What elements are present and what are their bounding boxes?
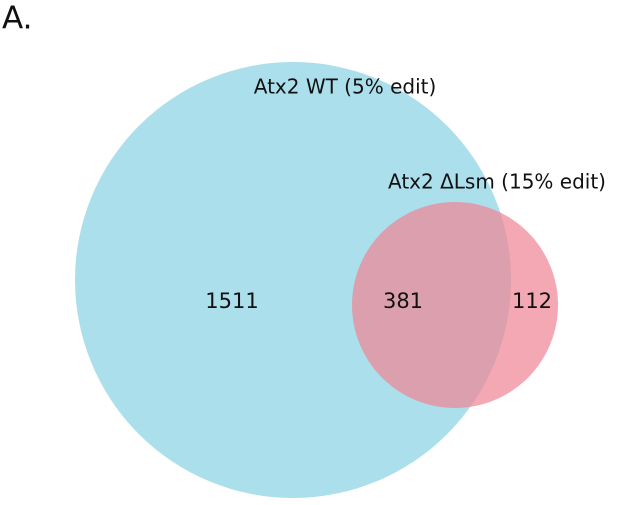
region-value: 1511 — [205, 289, 258, 313]
set-label: Atx2 WT (5% edit) — [254, 75, 437, 99]
region-value: 381 — [383, 289, 423, 313]
set-circle — [352, 202, 558, 408]
region-value: 112 — [512, 289, 552, 313]
panel-label: A. — [2, 1, 33, 37]
set-label: Atx2 ΔLsm (15% edit) — [388, 170, 606, 194]
